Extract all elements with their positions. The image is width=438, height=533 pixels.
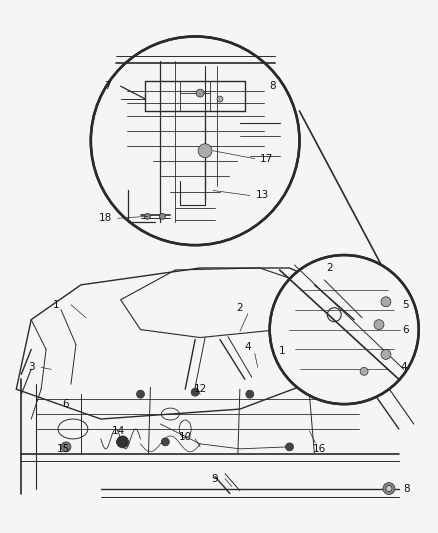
- Circle shape: [161, 438, 170, 446]
- Text: 13: 13: [256, 190, 269, 200]
- Text: 17: 17: [260, 154, 273, 164]
- Circle shape: [360, 367, 368, 375]
- Circle shape: [145, 213, 150, 219]
- Circle shape: [198, 144, 212, 158]
- Text: 1: 1: [279, 346, 286, 357]
- Circle shape: [137, 390, 145, 398]
- Circle shape: [270, 255, 419, 404]
- Circle shape: [383, 482, 395, 495]
- Text: 6: 6: [403, 325, 409, 335]
- Text: 7: 7: [104, 81, 111, 91]
- Text: 1: 1: [53, 300, 60, 310]
- Text: 2: 2: [326, 263, 332, 273]
- Circle shape: [191, 388, 199, 396]
- Circle shape: [386, 486, 392, 491]
- Circle shape: [381, 297, 391, 307]
- Text: 3: 3: [28, 362, 35, 373]
- Circle shape: [246, 390, 254, 398]
- Circle shape: [286, 443, 293, 451]
- Circle shape: [91, 36, 300, 245]
- Circle shape: [117, 438, 124, 446]
- Text: 12: 12: [194, 384, 207, 394]
- Text: 4: 4: [244, 343, 251, 352]
- Text: 14: 14: [112, 426, 125, 436]
- Circle shape: [159, 213, 165, 219]
- Text: 8: 8: [403, 483, 410, 494]
- Text: 10: 10: [179, 432, 192, 442]
- Circle shape: [61, 442, 71, 452]
- Text: 5: 5: [403, 300, 409, 310]
- Circle shape: [381, 350, 391, 359]
- Text: 15: 15: [57, 444, 70, 454]
- Text: 18: 18: [99, 213, 113, 223]
- Text: 6: 6: [63, 399, 69, 409]
- Text: 16: 16: [313, 444, 326, 454]
- Text: 4: 4: [400, 362, 407, 373]
- Text: 8: 8: [269, 81, 276, 91]
- Circle shape: [374, 320, 384, 329]
- Text: 2: 2: [237, 303, 243, 313]
- Circle shape: [196, 89, 204, 97]
- Text: 9: 9: [212, 474, 218, 483]
- Circle shape: [117, 436, 129, 448]
- Circle shape: [217, 96, 223, 102]
